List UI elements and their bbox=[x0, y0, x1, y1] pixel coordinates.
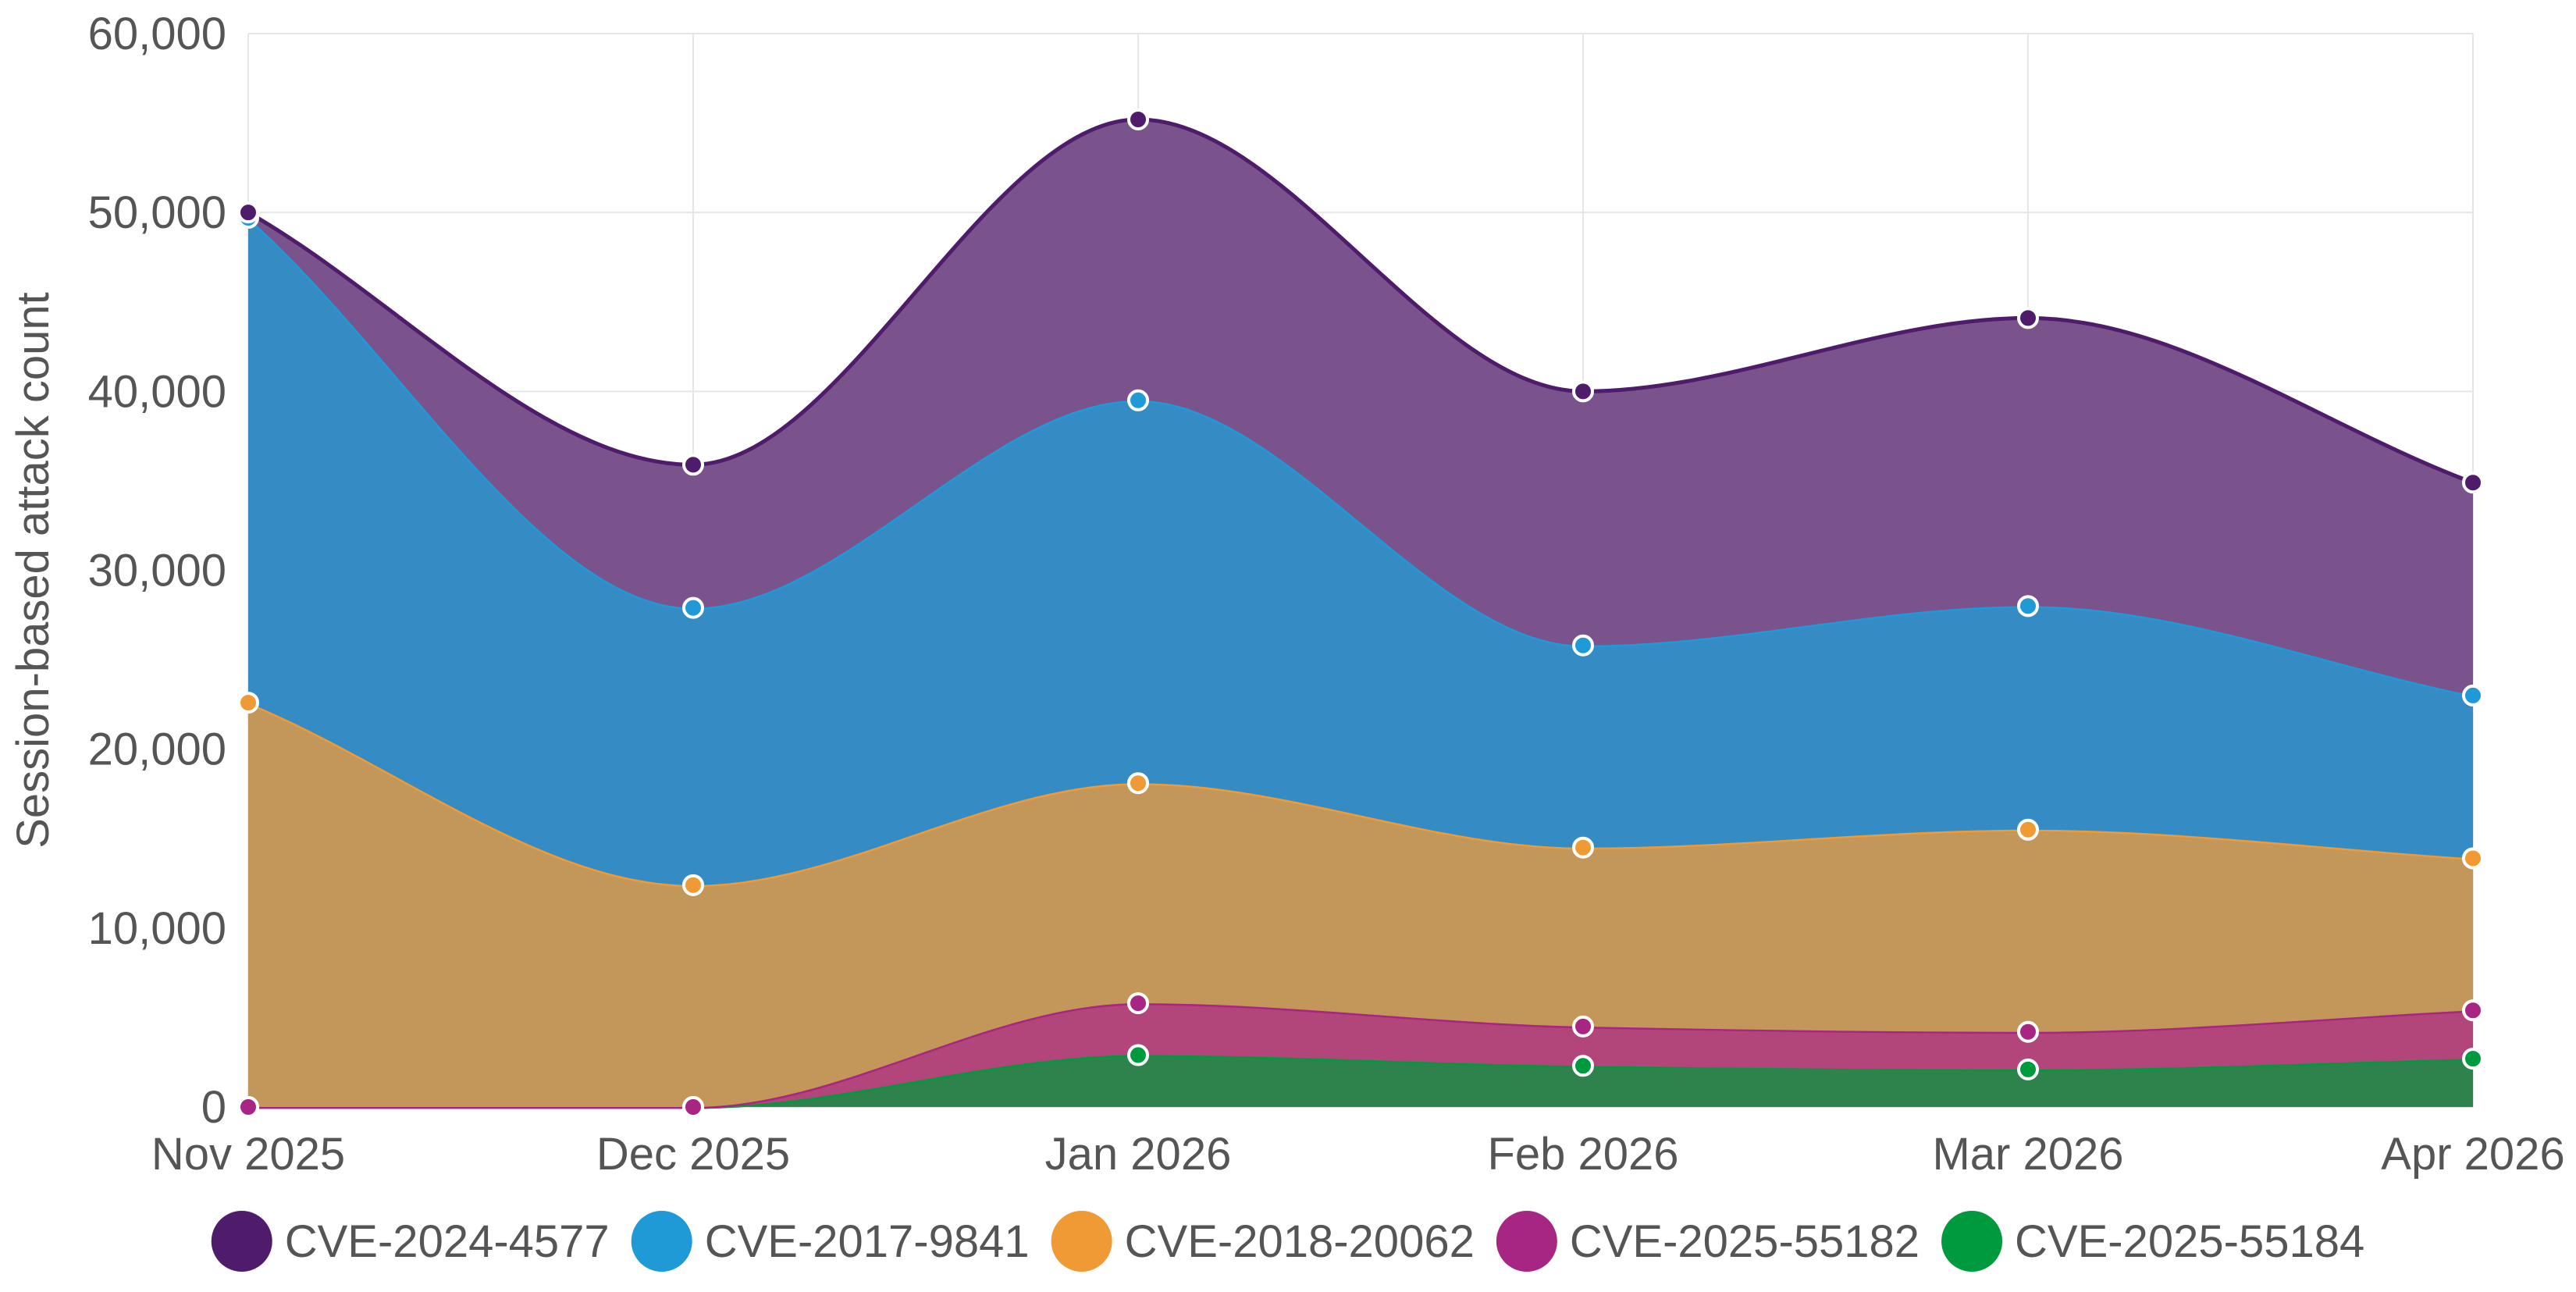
x-tick-label: Mar 2026 bbox=[1932, 1129, 2123, 1180]
y-tick-label: 0 bbox=[201, 1082, 226, 1133]
data-point-cve-2018-20062 bbox=[1127, 772, 1149, 795]
data-point-cve-2025-55182 bbox=[2017, 1020, 2039, 1043]
legend-label: CVE-2025-55182 bbox=[1570, 1216, 1920, 1267]
y-tick-label: 50,000 bbox=[88, 187, 226, 238]
axes: 0 10,000 20,000 30,000 40,000 50,000 60,000 Nov… bbox=[88, 9, 2565, 1180]
data-point-cve-2024-4577 bbox=[1127, 109, 1149, 130]
data-point-cve-2025-55182 bbox=[2462, 999, 2484, 1022]
data-point-cve-2017-9841 bbox=[2017, 595, 2039, 618]
legend-label: CVE-2025-55184 bbox=[2015, 1216, 2364, 1267]
x-tick-label: Nov 2025 bbox=[151, 1129, 345, 1180]
data-point-cve-2025-55182 bbox=[1127, 992, 1149, 1015]
legend-label: CVE-2024-4577 bbox=[285, 1216, 610, 1267]
legend-swatch-cve-2025-55182 bbox=[1496, 1211, 1557, 1272]
legend-swatch-cve-2018-20062 bbox=[1051, 1211, 1112, 1272]
legend: CVE-2024-4577 CVE-2017-9841 CVE-2018-20062… bbox=[211, 1211, 2364, 1272]
data-point-cve-2025-55184 bbox=[2017, 1058, 2039, 1080]
y-tick-label: 40,000 bbox=[88, 366, 226, 417]
data-point-cve-2024-4577 bbox=[1572, 380, 1594, 403]
legend-label: CVE-2018-20062 bbox=[1125, 1216, 1475, 1267]
area-cve-2018-20062 bbox=[248, 703, 2473, 1107]
area-cve-2025-55184 bbox=[248, 1055, 2473, 1107]
data-point-cve-2018-20062 bbox=[1572, 836, 1594, 859]
legend-label: CVE-2017-9841 bbox=[705, 1216, 1030, 1267]
data-point-cve-2018-20062 bbox=[2462, 847, 2484, 870]
data-point-cve-2025-55182 bbox=[682, 1096, 704, 1118]
area-cve-2017-9841 bbox=[248, 218, 2473, 885]
line-cve-2024-4577 bbox=[247, 117, 2474, 485]
data-point-cve-2025-55184 bbox=[1127, 1044, 1149, 1066]
data-point-cve-2017-9841 bbox=[1127, 389, 1149, 411]
x-tick-label: Feb 2026 bbox=[1487, 1129, 1678, 1180]
data-point-cve-2025-55182 bbox=[1572, 1015, 1594, 1038]
data-markers bbox=[237, 109, 2484, 1118]
data-point-cve-2017-9841 bbox=[682, 596, 704, 619]
data-point-cve-2024-4577 bbox=[237, 201, 259, 224]
x-tick-label: Dec 2025 bbox=[596, 1129, 790, 1180]
data-point-cve-2025-55182 bbox=[237, 1096, 259, 1118]
data-point-cve-2025-55184 bbox=[1572, 1055, 1594, 1077]
data-point-cve-2018-20062 bbox=[682, 874, 704, 896]
data-point-cve-2017-9841 bbox=[1572, 634, 1594, 657]
area-series bbox=[247, 117, 2474, 1109]
x-tick-label: Jan 2026 bbox=[1045, 1129, 1232, 1180]
y-axis-title: Session-based attack count bbox=[8, 292, 59, 849]
data-point-cve-2024-4577 bbox=[682, 454, 704, 476]
legend-swatch-cve-2025-55184 bbox=[1941, 1211, 2003, 1272]
data-point-cve-2024-4577 bbox=[2017, 307, 2039, 329]
legend-swatch-cve-2024-4577 bbox=[211, 1211, 272, 1272]
data-point-cve-2018-20062 bbox=[237, 692, 259, 714]
data-point-cve-2025-55184 bbox=[2462, 1048, 2484, 1070]
data-point-cve-2018-20062 bbox=[2017, 818, 2039, 841]
y-tick-label: 60,000 bbox=[88, 9, 226, 59]
x-tick-label: Apr 2026 bbox=[2381, 1129, 2564, 1180]
data-point-cve-2024-4577 bbox=[2462, 472, 2484, 494]
legend-swatch-cve-2017-9841 bbox=[631, 1211, 692, 1272]
area-cve-2024-4577 bbox=[248, 119, 2473, 696]
y-tick-label: 10,000 bbox=[88, 903, 226, 954]
y-tick-label: 30,000 bbox=[88, 546, 226, 596]
area-cve-2025-55182 bbox=[248, 1003, 2473, 1107]
y-tick-label: 20,000 bbox=[88, 724, 226, 775]
data-point-cve-2017-9841 bbox=[2462, 684, 2484, 707]
